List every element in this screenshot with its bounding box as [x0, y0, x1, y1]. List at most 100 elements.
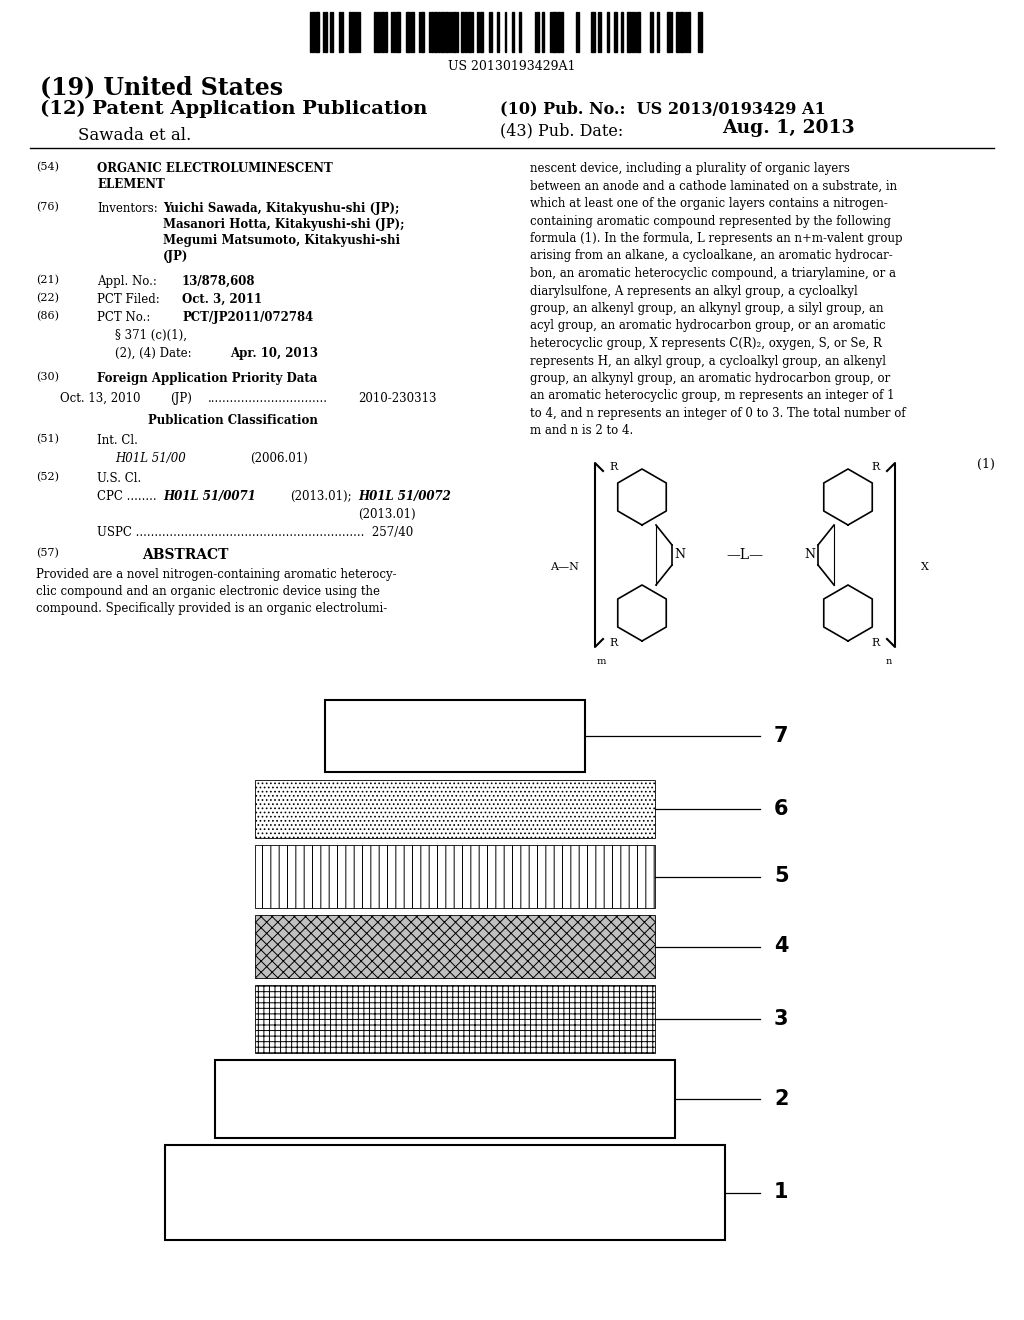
Text: acyl group, an aromatic hydrocarbon group, or an aromatic: acyl group, an aromatic hydrocarbon grou… [530, 319, 886, 333]
Bar [468, 12, 471, 51]
Text: heterocyclic group, X represents C(R)₂, oxygen, S, or Se, R: heterocyclic group, X represents C(R)₂, … [530, 337, 882, 350]
Text: N: N [805, 549, 815, 561]
Bar [411, 12, 414, 51]
Text: (52): (52) [36, 473, 59, 482]
Bar [637, 12, 640, 51]
Text: CPC ........: CPC ........ [97, 490, 157, 503]
Text: (57): (57) [36, 548, 58, 558]
Bar [591, 12, 595, 51]
Text: USPC .............................................................  257/40: USPC ...................................… [97, 525, 414, 539]
Bar [377, 12, 379, 51]
Bar [406, 12, 410, 51]
Text: m and n is 2 to 4.: m and n is 2 to 4. [530, 425, 633, 437]
Text: PCT Filed:: PCT Filed: [97, 293, 160, 306]
Text: (JP): (JP) [170, 392, 191, 405]
Text: —L—: —L— [726, 548, 764, 562]
Text: bon, an aromatic heterocyclic compound, a triarylamine, or a: bon, an aromatic heterocyclic compound, … [530, 267, 896, 280]
Bar [477, 12, 479, 51]
Text: containing aromatic compound represented by the following: containing aromatic compound represented… [530, 214, 891, 227]
Text: m: m [596, 657, 605, 667]
Text: H01L 51/00: H01L 51/00 [115, 451, 185, 465]
Text: an aromatic heterocyclic group, m represents an integer of 1: an aromatic heterocyclic group, m repres… [530, 389, 895, 403]
Bar [614, 12, 617, 51]
Text: H01L 51/0072: H01L 51/0072 [358, 490, 451, 503]
Bar [215, 1060, 675, 1138]
Bar [255, 780, 655, 838]
Bar [382, 12, 384, 51]
Bar [667, 12, 670, 51]
Text: R: R [871, 638, 880, 648]
Text: (10) Pub. No.:  US 2013/0193429 A1: (10) Pub. No.: US 2013/0193429 A1 [500, 100, 825, 117]
Text: Inventors:: Inventors: [97, 202, 158, 215]
Bar [621, 12, 623, 51]
Text: § 371 (c)(1),: § 371 (c)(1), [115, 329, 187, 342]
Text: X: X [921, 562, 929, 572]
Text: Publication Classification: Publication Classification [148, 414, 317, 426]
Bar [393, 12, 395, 51]
Text: (76): (76) [36, 202, 58, 213]
Bar [557, 12, 560, 51]
Text: Megumi Matsumoto, Kitakyushi-shi: Megumi Matsumoto, Kitakyushi-shi [163, 234, 400, 247]
Bar [352, 12, 354, 51]
Text: Apr. 10, 2013: Apr. 10, 2013 [230, 347, 318, 360]
Text: A—N: A—N [551, 562, 580, 572]
Text: between an anode and a cathode laminated on a substrate, in: between an anode and a cathode laminated… [530, 180, 897, 193]
Bar [434, 12, 437, 51]
Text: Aug. 1, 2013: Aug. 1, 2013 [722, 119, 855, 137]
Text: 1: 1 [774, 1183, 788, 1203]
Text: Foreign Application Priority Data: Foreign Application Priority Data [97, 372, 317, 385]
Text: 13/878,608: 13/878,608 [182, 275, 256, 288]
Text: ABSTRACT: ABSTRACT [141, 548, 228, 562]
Text: Appl. No.:: Appl. No.: [97, 275, 157, 288]
Text: group, an alkynyl group, an aromatic hydrocarbon group, or: group, an alkynyl group, an aromatic hyd… [530, 372, 890, 385]
Text: PCT/JP2011/072784: PCT/JP2011/072784 [182, 312, 313, 323]
Bar [680, 12, 683, 51]
Text: 7: 7 [774, 726, 788, 746]
Bar [497, 12, 499, 51]
Bar [165, 1144, 725, 1239]
Bar [632, 12, 634, 51]
Text: (54): (54) [36, 162, 59, 173]
Text: (30): (30) [36, 372, 59, 383]
Bar [396, 12, 400, 51]
Text: H01L 51/0071: H01L 51/0071 [163, 490, 256, 503]
Bar [552, 12, 556, 51]
Text: US 20130193429A1: US 20130193429A1 [449, 59, 575, 73]
Text: N: N [675, 549, 685, 561]
Text: (2013.01): (2013.01) [358, 508, 416, 521]
Text: (43) Pub. Date:: (43) Pub. Date: [500, 121, 624, 139]
Text: which at least one of the organic layers contains a nitrogen-: which at least one of the organic layers… [530, 197, 888, 210]
Bar [339, 12, 341, 51]
Bar [374, 12, 376, 51]
Bar [676, 12, 679, 51]
Text: R: R [871, 462, 880, 473]
Text: compound. Specifically provided is an organic electrolumi-: compound. Specifically provided is an or… [36, 602, 387, 615]
Text: n: n [886, 657, 892, 667]
Bar [325, 12, 327, 51]
Bar [650, 12, 653, 51]
Text: diarylsulfone, A represents an alkyl group, a cycloalkyl: diarylsulfone, A represents an alkyl gro… [530, 285, 858, 297]
Text: 2010-230313: 2010-230313 [358, 392, 436, 405]
Text: (22): (22) [36, 293, 59, 304]
Bar [465, 12, 467, 51]
Text: (1): (1) [977, 458, 995, 471]
Text: nescent device, including a plurality of organic layers: nescent device, including a plurality of… [530, 162, 850, 176]
Text: Oct. 13, 2010: Oct. 13, 2010 [60, 392, 140, 405]
Text: ORGANIC ELECTROLUMINESCENT: ORGANIC ELECTROLUMINESCENT [97, 162, 333, 176]
Bar [627, 12, 631, 51]
Bar [441, 12, 444, 51]
Bar [453, 12, 456, 51]
Bar [255, 985, 655, 1053]
Text: arising from an alkane, a cycloalkane, an aromatic hydrocar-: arising from an alkane, a cycloalkane, a… [530, 249, 893, 263]
Bar [537, 12, 539, 51]
Text: Yuichi Sawada, Kitakyushu-shi (JP);: Yuichi Sawada, Kitakyushu-shi (JP); [163, 202, 399, 215]
Bar [431, 12, 433, 51]
Text: ELEMENT: ELEMENT [97, 178, 165, 191]
Text: 5: 5 [774, 866, 788, 887]
Bar [255, 845, 655, 908]
Text: Provided are a novel nitrogen-containing aromatic heterocy-: Provided are a novel nitrogen-containing… [36, 568, 396, 581]
Bar [561, 12, 563, 51]
Bar [688, 12, 690, 51]
Text: Masanori Hotta, Kitakyushi-shi (JP);: Masanori Hotta, Kitakyushi-shi (JP); [163, 218, 404, 231]
Bar [325, 700, 585, 772]
